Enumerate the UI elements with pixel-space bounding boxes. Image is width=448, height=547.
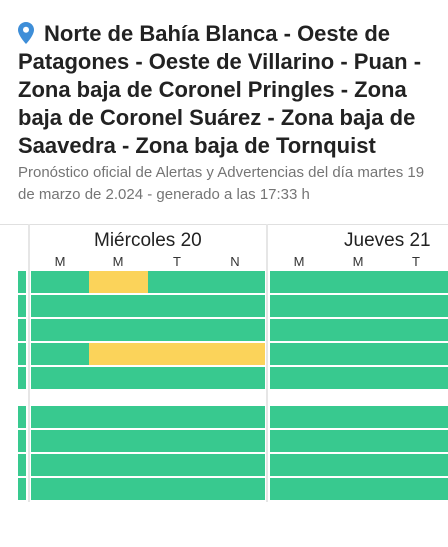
alert-row[interactable] <box>0 430 448 452</box>
grid-top-divider <box>0 224 448 225</box>
alert-cell-green[interactable] <box>270 343 328 365</box>
alert-cell-yellow[interactable] <box>148 343 207 365</box>
alert-cell-green[interactable] <box>270 430 328 452</box>
alert-cell-green[interactable] <box>18 454 26 476</box>
alert-row[interactable] <box>0 319 448 341</box>
alert-cell-green[interactable] <box>89 319 148 341</box>
alert-cell-green[interactable] <box>207 367 265 389</box>
period-label: M <box>112 254 124 269</box>
alert-cell-green[interactable] <box>207 271 265 293</box>
alert-cell-green[interactable] <box>31 406 89 428</box>
alert-cell-green[interactable] <box>387 271 448 293</box>
alert-cell-green[interactable] <box>207 478 265 500</box>
alert-cell-green[interactable] <box>148 367 207 389</box>
alert-cell-green[interactable] <box>148 454 207 476</box>
alert-cell-green[interactable] <box>18 367 26 389</box>
alert-row[interactable] <box>0 406 448 428</box>
alert-row[interactable] <box>0 271 448 293</box>
alert-cell-green[interactable] <box>148 430 207 452</box>
alert-cell-green[interactable] <box>207 295 265 317</box>
alert-cell-green[interactable] <box>18 406 26 428</box>
alert-cell-yellow[interactable] <box>207 343 265 365</box>
page-title: Norte de Bahía Blanca - Oeste de Patagon… <box>18 21 422 158</box>
alert-cell-green[interactable] <box>31 367 89 389</box>
alert-cell-green[interactable] <box>18 478 26 500</box>
period-label: M <box>54 254 66 269</box>
alert-cell-green[interactable] <box>207 454 265 476</box>
alert-cell-green[interactable] <box>328 271 387 293</box>
alert-cell-yellow[interactable] <box>89 343 148 365</box>
alert-cell-green[interactable] <box>387 454 448 476</box>
alert-cell-green[interactable] <box>31 319 89 341</box>
alert-cell-green[interactable] <box>89 430 148 452</box>
alert-cell-green[interactable] <box>89 406 148 428</box>
alert-cell-green[interactable] <box>328 430 387 452</box>
alert-cell-green[interactable] <box>207 319 265 341</box>
alert-cell-green[interactable] <box>328 478 387 500</box>
period-label: N <box>230 254 240 269</box>
alert-cell-green[interactable] <box>328 367 387 389</box>
forecast-subtitle: Pronóstico oficial de Alertas y Adverten… <box>18 164 425 203</box>
alert-cell-green[interactable] <box>270 295 328 317</box>
alert-cell-green[interactable] <box>31 343 89 365</box>
period-label: M <box>293 254 305 269</box>
alert-cell-green[interactable] <box>387 406 448 428</box>
alert-cell-green[interactable] <box>89 367 148 389</box>
alert-cell-green[interactable] <box>270 478 328 500</box>
period-label: T <box>173 254 181 269</box>
alert-cell-green[interactable] <box>387 430 448 452</box>
alert-row[interactable] <box>0 343 448 365</box>
header: Norte de Bahía Blanca - Oeste de Patagon… <box>18 20 430 160</box>
alert-cell-green[interactable] <box>387 295 448 317</box>
alert-cell-green[interactable] <box>148 319 207 341</box>
alert-cell-green[interactable] <box>18 295 26 317</box>
alert-cell-green[interactable] <box>31 454 89 476</box>
alert-cell-green[interactable] <box>18 271 26 293</box>
alert-row[interactable] <box>0 478 448 500</box>
alert-cell-green[interactable] <box>207 406 265 428</box>
alert-cell-green[interactable] <box>270 271 328 293</box>
alert-cell-green[interactable] <box>18 319 26 341</box>
alert-cell-green[interactable] <box>328 406 387 428</box>
alert-cell-green[interactable] <box>328 343 387 365</box>
alert-cell-green[interactable] <box>387 319 448 341</box>
alert-cell-green[interactable] <box>31 478 89 500</box>
alert-cell-green[interactable] <box>270 319 328 341</box>
alert-cell-green[interactable] <box>89 295 148 317</box>
alert-cell-green[interactable] <box>328 319 387 341</box>
alert-cell-green[interactable] <box>328 295 387 317</box>
period-label: T <box>412 254 420 269</box>
alert-cell-green[interactable] <box>270 406 328 428</box>
alert-cell-green[interactable] <box>270 367 328 389</box>
alert-cell-green[interactable] <box>89 478 148 500</box>
alert-cell-yellow[interactable] <box>89 271 148 293</box>
alert-cell-green[interactable] <box>328 454 387 476</box>
alert-cell-green[interactable] <box>148 406 207 428</box>
alert-cell-green[interactable] <box>31 430 89 452</box>
day-divider <box>266 224 268 502</box>
alert-cell-green[interactable] <box>31 295 89 317</box>
alert-cell-green[interactable] <box>18 430 26 452</box>
period-label: M <box>352 254 364 269</box>
alert-cell-green[interactable] <box>387 367 448 389</box>
alert-row[interactable] <box>0 367 448 389</box>
alert-cell-green[interactable] <box>148 478 207 500</box>
alert-cell-green[interactable] <box>270 454 328 476</box>
alert-cell-green[interactable] <box>18 343 26 365</box>
alert-cell-green[interactable] <box>148 271 207 293</box>
alert-row[interactable] <box>0 454 448 476</box>
location-pin-icon <box>18 22 34 44</box>
alert-cell-green[interactable] <box>31 271 89 293</box>
day-label-0: Miércoles 20 <box>94 230 202 251</box>
alert-cell-green[interactable] <box>387 343 448 365</box>
alert-cell-green[interactable] <box>89 454 148 476</box>
day-label-1: Jueves 21 <box>344 230 431 251</box>
alert-cell-green[interactable] <box>148 295 207 317</box>
alert-cell-green[interactable] <box>207 430 265 452</box>
day-divider <box>28 224 30 502</box>
forecast-grid[interactable]: Miércoles 20 Jueves 21 M M T N M M T <box>0 224 448 524</box>
alert-cell-green[interactable] <box>387 478 448 500</box>
alert-row[interactable] <box>0 295 448 317</box>
